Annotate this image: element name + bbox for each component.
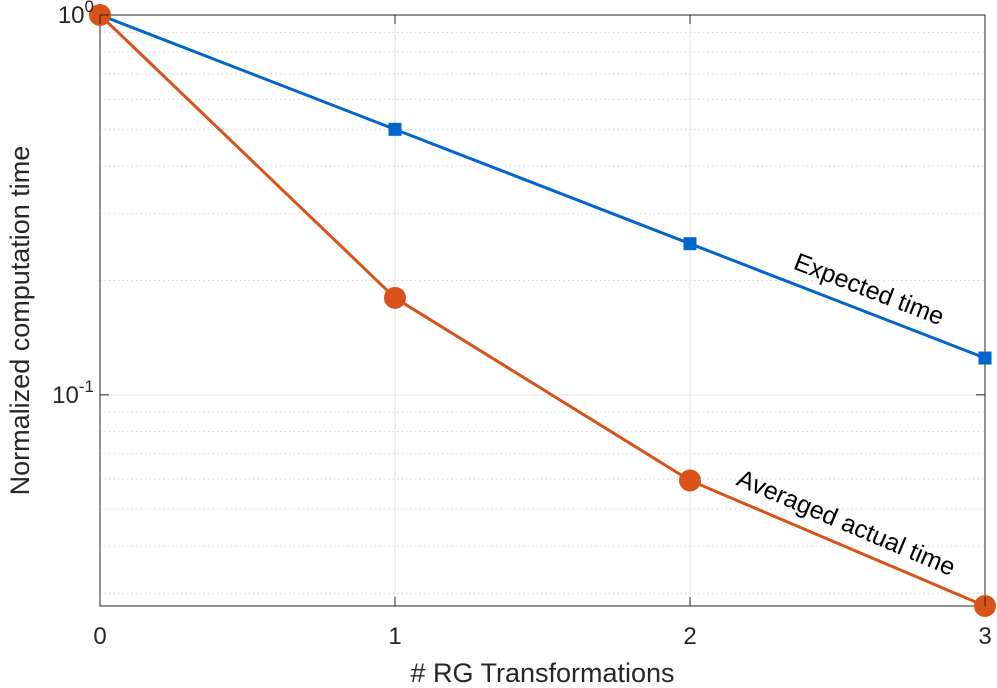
x-tick-label: 2 (683, 623, 696, 650)
plot-frame (99, 14, 986, 607)
ticks-layer: 0 1 2 3 100 10-1 (52, 0, 992, 650)
data-point-square (388, 122, 402, 136)
x-tick-label: 3 (978, 623, 991, 650)
y-tick-label: 100 (58, 0, 94, 29)
series-line (98, 13, 986, 608)
data-point-circle (679, 469, 701, 492)
series-layer (89, 4, 996, 617)
series-label-expected-time: Expected time (790, 248, 948, 331)
x-axis-label: # RG Transformations (410, 658, 674, 688)
series-line (99, 13, 986, 360)
data-point-square (978, 351, 992, 365)
x-tick-label: 0 (93, 623, 106, 650)
data-point-square (683, 237, 697, 251)
series-label-averaged-actual-time: Averaged actual time (733, 464, 960, 582)
x-tick-label: 1 (388, 623, 401, 650)
y-tick-label: 10-1 (52, 377, 94, 409)
data-point-circle (384, 286, 406, 309)
y-axis-label: Normalized computation time (5, 146, 35, 496)
